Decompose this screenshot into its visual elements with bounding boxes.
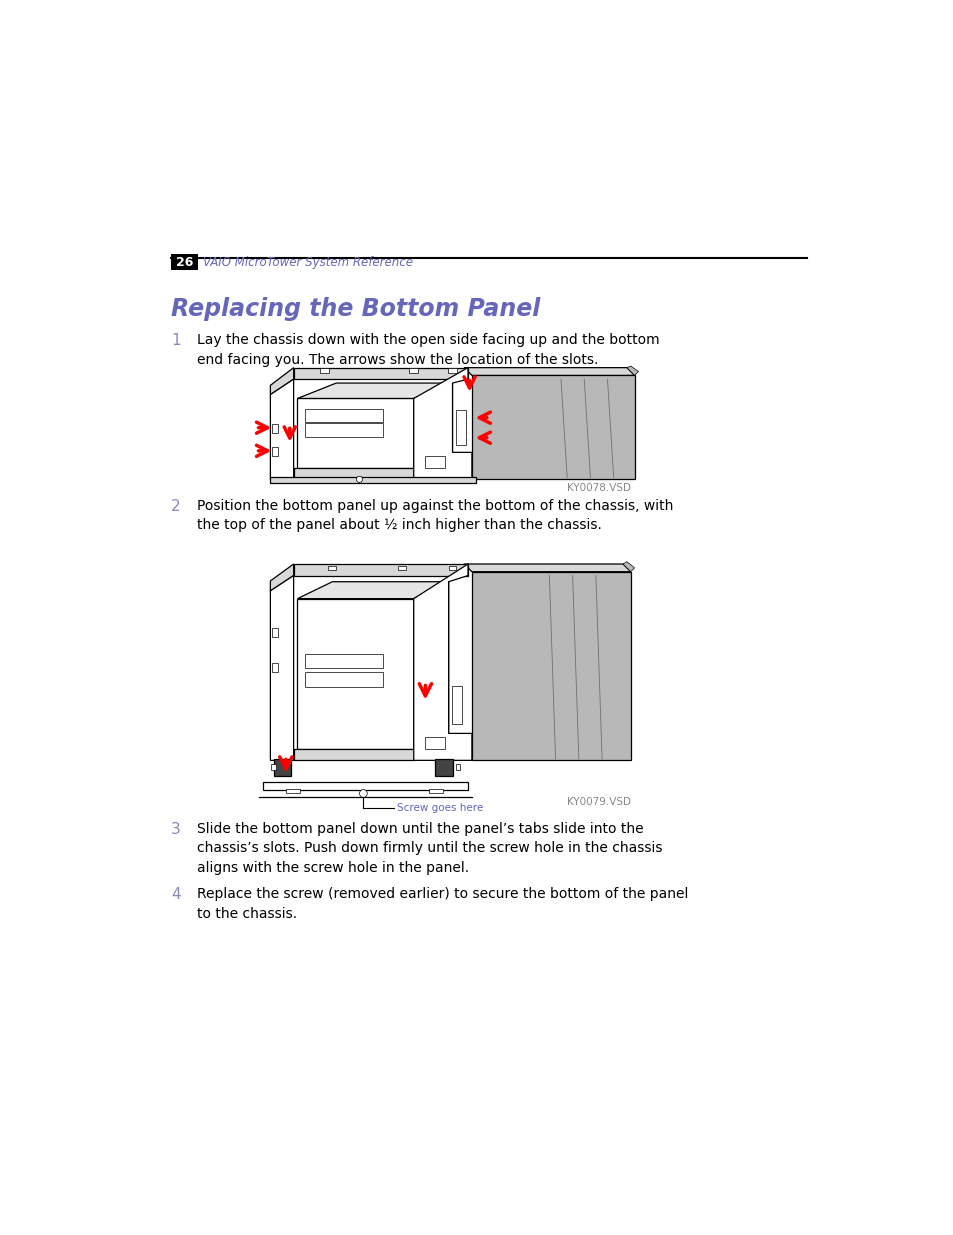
Text: 1: 1 (171, 333, 181, 348)
Bar (435, 758, 452, 776)
Text: Replacing the Bottom Panel: Replacing the Bottom Panel (171, 296, 540, 321)
Polygon shape (297, 383, 452, 399)
Bar (171, 254, 197, 270)
Bar (452, 685, 461, 724)
Polygon shape (270, 379, 294, 479)
Bar (397, 566, 406, 571)
Text: Slide the bottom panel down until the panel’s tabs slide into the
chassis’s slot: Slide the bottom panel down until the pa… (196, 823, 661, 874)
Polygon shape (464, 368, 634, 375)
Bar (262, 782, 468, 789)
Bar (272, 424, 278, 433)
Bar (456, 410, 465, 445)
Bar (274, 758, 291, 776)
Text: Replace the screw (removed earlier) to secure the bottom of the panel
to the cha: Replace the screw (removed earlier) to s… (196, 888, 687, 921)
Bar (319, 368, 329, 373)
Polygon shape (472, 375, 634, 479)
Text: VAIO MicroTower System Reference: VAIO MicroTower System Reference (203, 256, 413, 269)
Bar (448, 566, 456, 571)
Text: 4: 4 (171, 888, 181, 903)
Bar (456, 764, 459, 771)
Polygon shape (297, 599, 414, 748)
Polygon shape (472, 572, 630, 761)
Polygon shape (626, 366, 638, 375)
Bar (271, 764, 275, 771)
Bar (429, 789, 443, 793)
Bar (425, 737, 444, 748)
Bar (305, 409, 382, 421)
Bar (305, 655, 382, 668)
Polygon shape (294, 564, 468, 576)
Polygon shape (622, 562, 634, 572)
Text: 26: 26 (175, 256, 193, 269)
Text: 3: 3 (171, 823, 181, 837)
Circle shape (356, 477, 362, 483)
Text: KY0078.VSD: KY0078.VSD (566, 483, 630, 493)
Circle shape (359, 789, 367, 798)
Bar (305, 424, 382, 437)
Bar (272, 662, 278, 672)
Polygon shape (297, 399, 414, 468)
Text: 2: 2 (171, 499, 181, 514)
Polygon shape (414, 368, 472, 479)
Bar (409, 368, 418, 373)
Text: Position the bottom panel up against the bottom of the chassis, with
the top of : Position the bottom panel up against the… (196, 499, 673, 532)
Polygon shape (414, 383, 452, 468)
Text: Screw goes here: Screw goes here (396, 803, 482, 813)
Polygon shape (294, 468, 414, 479)
Bar (328, 566, 335, 571)
Bar (425, 456, 444, 468)
Polygon shape (414, 582, 448, 748)
Polygon shape (294, 748, 414, 761)
Bar (272, 447, 278, 456)
Polygon shape (297, 582, 448, 599)
Polygon shape (270, 368, 294, 395)
Text: Lay the chassis down with the open side facing up and the bottom
end facing you.: Lay the chassis down with the open side … (196, 333, 659, 367)
Polygon shape (270, 576, 294, 761)
Bar (286, 789, 299, 793)
Bar (305, 672, 382, 687)
Bar (447, 368, 456, 373)
Bar (270, 477, 476, 483)
Polygon shape (270, 564, 294, 592)
Polygon shape (414, 564, 472, 761)
Polygon shape (464, 564, 630, 572)
Polygon shape (294, 368, 468, 379)
Text: KY0079.VSD: KY0079.VSD (566, 798, 630, 808)
Bar (272, 627, 278, 637)
